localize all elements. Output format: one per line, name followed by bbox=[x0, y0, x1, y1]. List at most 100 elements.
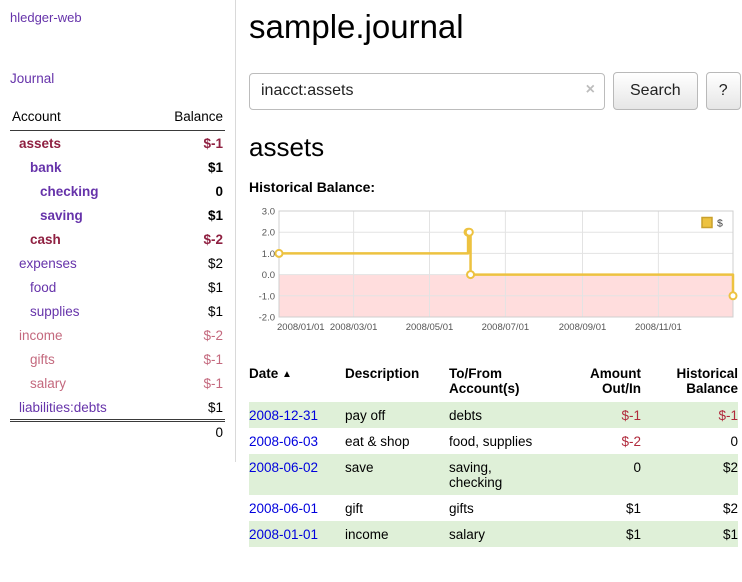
register-row: 2008-06-01 gift gifts $1 $2 bbox=[249, 495, 738, 521]
account-row-assets: assets $-1 bbox=[10, 131, 225, 156]
sort-asc-icon: ▲ bbox=[282, 369, 292, 380]
register-date-link[interactable]: 2008-01-01 bbox=[249, 527, 318, 542]
svg-text:1.0: 1.0 bbox=[262, 249, 275, 260]
search-input[interactable] bbox=[249, 73, 605, 110]
account-row-salary: salary $-1 bbox=[10, 371, 225, 395]
account-row-cash: cash $-2 bbox=[10, 227, 225, 251]
account-row-checking: checking 0 bbox=[10, 179, 225, 203]
account-link-food[interactable]: food bbox=[30, 280, 56, 295]
svg-text:2008/11/01: 2008/11/01 bbox=[635, 322, 682, 333]
svg-text:2008/01/01: 2008/01/01 bbox=[277, 322, 325, 333]
svg-text:2.0: 2.0 bbox=[262, 228, 275, 239]
historical-balance-chart: 3.02.01.00.0-1.0-2.02008/01/012008/03/01… bbox=[249, 203, 741, 345]
register-description: save bbox=[345, 454, 449, 495]
account-link-saving[interactable]: saving bbox=[40, 208, 83, 223]
register-date-link[interactable]: 2008-06-01 bbox=[249, 501, 318, 516]
svg-text:0.0: 0.0 bbox=[262, 270, 275, 281]
col-header-amount: Amount Out/In bbox=[553, 364, 641, 402]
register-date-link[interactable]: 2008-06-03 bbox=[249, 434, 318, 449]
account-row-food: food $1 bbox=[10, 275, 225, 299]
account-link-expenses[interactable]: expenses bbox=[19, 256, 77, 271]
search-field-wrap: × bbox=[249, 73, 605, 110]
accounts-header-row: Account Balance bbox=[10, 106, 225, 131]
account-link-gifts[interactable]: gifts bbox=[30, 352, 55, 367]
search-button[interactable]: Search bbox=[613, 72, 698, 110]
account-balance-checking: 0 bbox=[150, 179, 225, 203]
register-balance: $1 bbox=[641, 521, 738, 547]
account-row-gifts: gifts $-1 bbox=[10, 347, 225, 371]
account-balance-assets: $-1 bbox=[150, 131, 225, 156]
account-row-saving: saving $1 bbox=[10, 203, 225, 227]
svg-text:$: $ bbox=[717, 218, 723, 230]
account-balance-food: $1 bbox=[150, 275, 225, 299]
clear-search-icon[interactable]: × bbox=[586, 82, 595, 98]
svg-text:-1.0: -1.0 bbox=[259, 291, 275, 302]
register-description: gift bbox=[345, 495, 449, 521]
account-row-income: income $-2 bbox=[10, 323, 225, 347]
svg-text:-2.0: -2.0 bbox=[259, 313, 275, 324]
account-balance-gifts: $-1 bbox=[150, 347, 225, 371]
svg-text:2008/07/01: 2008/07/01 bbox=[482, 322, 530, 333]
register-accounts: gifts bbox=[449, 495, 553, 521]
account-link-income[interactable]: income bbox=[19, 328, 63, 343]
col-header-balance: Historical Balance bbox=[641, 364, 738, 402]
sidebar: hledger-web Journal Account Balance asse… bbox=[0, 0, 236, 462]
nav-journal-link[interactable]: Journal bbox=[10, 71, 225, 86]
register-accounts: debts bbox=[449, 402, 553, 428]
register-description: pay off bbox=[345, 402, 449, 428]
register-row: 2008-12-31 pay off debts $-1 $-1 bbox=[249, 402, 738, 428]
account-link-assets[interactable]: assets bbox=[19, 136, 61, 151]
account-balance-expenses: $2 bbox=[150, 251, 225, 275]
search-form: × Search ? bbox=[249, 72, 741, 110]
register-date-link[interactable]: 2008-12-31 bbox=[249, 408, 318, 423]
account-balance-liabilities-debts: $1 bbox=[150, 395, 225, 421]
account-balance-cash: $-2 bbox=[150, 227, 225, 251]
account-heading: assets bbox=[249, 132, 741, 163]
register-amount: $-2 bbox=[553, 428, 641, 454]
account-balance-salary: $-1 bbox=[150, 371, 225, 395]
register-balance: $2 bbox=[641, 495, 738, 521]
accounts-table: Account Balance assets $-1 bank $1 check… bbox=[10, 106, 225, 445]
register-balance: $-1 bbox=[641, 402, 738, 428]
app-title-link[interactable]: hledger-web bbox=[10, 10, 225, 25]
register-row: 2008-01-01 income salary $1 $1 bbox=[249, 521, 738, 547]
account-link-checking[interactable]: checking bbox=[40, 184, 99, 199]
register-amount: 0 bbox=[553, 454, 641, 495]
page-title: sample.journal bbox=[249, 8, 741, 46]
register-amount: $1 bbox=[553, 521, 641, 547]
date-header-label: Date bbox=[249, 366, 278, 381]
register-row: 2008-06-03 eat & shop food, supplies $-2… bbox=[249, 428, 738, 454]
col-header-date[interactable]: Date ▲ bbox=[249, 364, 345, 402]
register-amount: $1 bbox=[553, 495, 641, 521]
register-accounts: salary bbox=[449, 521, 553, 547]
account-balance-supplies: $1 bbox=[150, 299, 225, 323]
register-table: Date ▲ Description To/From Account(s) Am… bbox=[249, 364, 738, 547]
chart-title: Historical Balance: bbox=[249, 179, 741, 195]
col-header-description: Description bbox=[345, 364, 449, 402]
register-row: 2008-06-02 save saving, checking 0 $2 bbox=[249, 454, 738, 495]
account-balance-bank: $1 bbox=[150, 155, 225, 179]
svg-text:2008/09/01: 2008/09/01 bbox=[559, 322, 607, 333]
account-link-salary[interactable]: salary bbox=[30, 376, 66, 391]
register-date-link[interactable]: 2008-06-02 bbox=[249, 460, 318, 475]
account-row-liabilities-debts: liabilities:debts $1 bbox=[10, 395, 225, 421]
account-balance-income: $-2 bbox=[150, 323, 225, 347]
register-description: income bbox=[345, 521, 449, 547]
accounts-column-header: Account bbox=[10, 106, 150, 131]
col-header-accounts: To/From Account(s) bbox=[449, 364, 553, 402]
help-button[interactable]: ? bbox=[706, 72, 741, 110]
register-header-row: Date ▲ Description To/From Account(s) Am… bbox=[249, 364, 738, 402]
register-amount: $-1 bbox=[553, 402, 641, 428]
account-row-bank: bank $1 bbox=[10, 155, 225, 179]
account-link-supplies[interactable]: supplies bbox=[30, 304, 80, 319]
accounts-total-row: 0 bbox=[10, 421, 225, 445]
account-row-expenses: expenses $2 bbox=[10, 251, 225, 275]
svg-text:2008/05/01: 2008/05/01 bbox=[406, 322, 454, 333]
register-accounts: saving, checking bbox=[449, 454, 553, 495]
account-link-liabilities-debts[interactable]: liabilities:debts bbox=[19, 400, 107, 415]
register-accounts: food, supplies bbox=[449, 428, 553, 454]
account-link-bank[interactable]: bank bbox=[30, 160, 62, 175]
account-link-cash[interactable]: cash bbox=[30, 232, 61, 247]
main-content: sample.journal × Search ? assets Histori… bbox=[236, 0, 742, 547]
register-balance: $2 bbox=[641, 454, 738, 495]
